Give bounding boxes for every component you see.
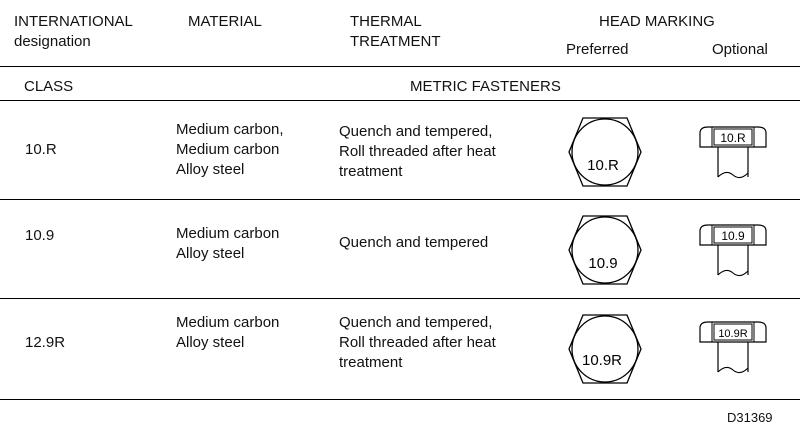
header-preferred: Preferred [566, 41, 629, 58]
figure-id: D31369 [727, 410, 773, 425]
row-3-material-line: Medium carbon [176, 314, 280, 331]
row-1-material-line: Medium carbon, [176, 121, 284, 138]
row-1-treatment: Quench and tempered, Roll threaded after… [339, 122, 496, 182]
row-2-class: 10.9 [25, 227, 55, 244]
header-designation-line1: INTERNATIONAL [14, 13, 133, 30]
subheader-section: METRIC FASTENERS [410, 78, 561, 95]
header-head-marking: HEAD MARKING [599, 13, 715, 30]
row-1-material-line: Alloy steel [176, 161, 245, 178]
row-divider [0, 199, 800, 200]
row-3-optional-bolt-side-icon: 10.9R [699, 321, 767, 374]
row-divider [0, 298, 800, 299]
row-3-class: 12.9R [25, 334, 66, 351]
row-2-material-line: Medium carbon [176, 225, 280, 242]
row-2-optional-mark: 10.9 [721, 229, 745, 243]
header-treatment-line2: TREATMENT [350, 33, 441, 50]
row-2-treatment: Quench and tempered [339, 234, 489, 251]
header-designation-line2: designation [14, 33, 91, 50]
row-3-optional-mark: 10.9R [718, 328, 747, 340]
row-3-treatment: Quench and tempered, Roll threaded after… [339, 313, 496, 373]
row-1-optional-mark: 10.R [720, 131, 746, 145]
header-designation: INTERNATIONAL designation [14, 12, 133, 52]
row-2-optional-bolt-side-icon: 10.9 [699, 224, 767, 277]
row-2-material: Medium carbon Alloy steel [176, 224, 279, 264]
row-3-preferred-bolt-head-icon: 10.9R [568, 314, 642, 384]
header-treatment: THERMAL TREATMENT [350, 12, 441, 52]
row-1-treatment-line: treatment [339, 163, 403, 180]
header-optional: Optional [712, 41, 768, 58]
header-material: MATERIAL [188, 13, 262, 30]
table-bottom-border [0, 399, 800, 400]
row-3-material-line: Alloy steel [176, 334, 245, 351]
row-3-treatment-line: Quench and tempered, [339, 314, 493, 331]
row-1-preferred-mark: 10.R [587, 157, 619, 174]
header-treatment-line1: THERMAL [350, 13, 422, 30]
subheader-divider [0, 100, 800, 101]
row-1-treatment-line: Quench and tempered, [339, 123, 493, 140]
row-1-material-line: Medium carbon [176, 141, 280, 158]
row-2-material-line: Alloy steel [176, 245, 245, 262]
row-3-treatment-line: Roll threaded after heat [339, 334, 496, 351]
header-divider [0, 66, 800, 67]
row-2-preferred-mark: 10.9 [588, 255, 617, 272]
row-1-class: 10.R [25, 141, 57, 158]
subheader-class: CLASS [24, 78, 74, 95]
row-3-treatment-line: treatment [339, 354, 403, 371]
row-2-preferred-bolt-head-icon: 10.9 [568, 215, 642, 285]
row-1-material: Medium carbon, Medium carbon Alloy steel [176, 120, 284, 180]
row-1-optional-bolt-side-icon: 10.R [699, 126, 767, 179]
row-3-material: Medium carbon Alloy steel [176, 313, 279, 353]
row-3-preferred-mark: 10.9R [582, 352, 622, 369]
row-1-preferred-bolt-head-icon: 10.R [568, 117, 642, 187]
row-1-treatment-line: Roll threaded after heat [339, 143, 496, 160]
